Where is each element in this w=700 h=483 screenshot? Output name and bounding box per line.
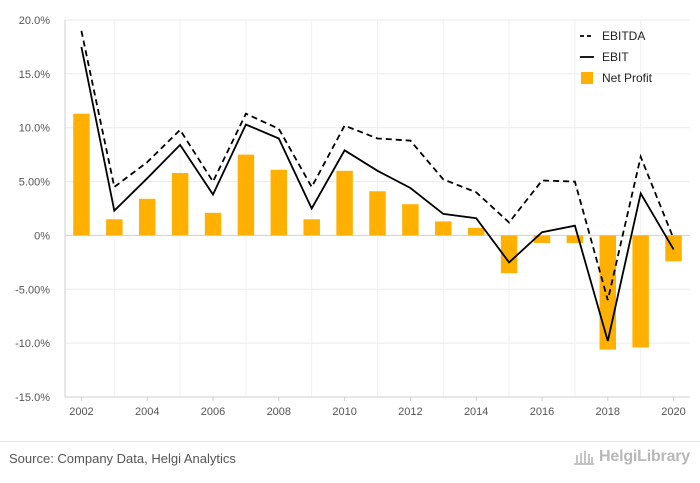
y-tick-label: -15.0% xyxy=(15,392,50,404)
net-profit-bar xyxy=(139,198,156,236)
x-tick-label: 2008 xyxy=(267,406,291,418)
y-tick-label: 20.0% xyxy=(19,15,50,27)
net-profit-bar xyxy=(270,169,288,236)
net-profit-bar xyxy=(533,235,551,243)
x-tick-label: 2020 xyxy=(661,406,685,418)
y-axis-tick-labels: 20.0% 15.0% 10.0% 5.00% 0% -5.00% -10.0% -15.0% xyxy=(15,15,50,404)
y-tick-label: 15.0% xyxy=(19,69,50,81)
brand-name: HelgiLibrary xyxy=(599,448,690,465)
net-profit-bar xyxy=(402,204,419,236)
net-profit-bar xyxy=(435,221,452,236)
net-profit-bars xyxy=(73,113,682,350)
y-tick-label: -5.00% xyxy=(15,284,50,296)
ebit-line xyxy=(80,46,675,342)
x-axis-tick-labels: 2002 2004 2006 2008 2010 2012 2014 2016 2018 2020 xyxy=(69,397,686,418)
x-tick-label: 2018 xyxy=(596,406,620,418)
legend-swatch-net-profit xyxy=(581,72,593,84)
legend-label-ebitda: EBITDA xyxy=(602,29,645,43)
y-tick-label: -10.0% xyxy=(15,338,50,350)
net-profit-bar xyxy=(106,219,123,236)
x-tick-label: 2010 xyxy=(332,406,356,418)
x-tick-label: 2012 xyxy=(398,406,422,418)
net-profit-bar xyxy=(500,235,518,274)
x-tick-label: 2002 xyxy=(69,406,93,418)
net-profit-bar xyxy=(303,219,320,236)
y-tick-label: 5.00% xyxy=(19,177,50,189)
net-profit-bar xyxy=(566,235,584,243)
legend-label-ebit: EBIT xyxy=(602,50,629,64)
net-profit-bar xyxy=(73,113,90,236)
chart-canvas: 20.0% 15.0% 10.0% 5.00% 0% -5.00% -10.0% -15.0%… xyxy=(15,15,690,418)
legend: EBITDA EBIT Net Profit xyxy=(580,29,653,85)
x-tick-label: 2006 xyxy=(201,406,225,418)
net-profit-bar xyxy=(599,235,616,350)
legend-label-net-profit: Net Profit xyxy=(602,71,653,85)
net-profit-bar xyxy=(467,227,485,236)
net-profit-bar xyxy=(237,154,255,236)
net-profit-bar xyxy=(336,170,353,236)
footer-divider xyxy=(0,441,700,442)
library-building-icon xyxy=(574,451,595,465)
x-tick-label: 2014 xyxy=(464,406,488,418)
net-profit-bar xyxy=(632,235,649,348)
y-tick-label: 10.0% xyxy=(19,123,50,135)
y-tick-label: 0% xyxy=(34,230,50,242)
net-profit-bar xyxy=(369,191,386,236)
x-tick-label: 2016 xyxy=(530,406,554,418)
line-series xyxy=(80,30,675,342)
ebitda-line xyxy=(80,30,675,301)
brand-logo: HelgiLibrary xyxy=(573,448,690,466)
net-profit-bar xyxy=(171,172,189,236)
source-note: Source: Company Data, Helgi Analytics xyxy=(9,451,236,466)
x-tick-label: 2004 xyxy=(135,406,159,418)
net-profit-bar xyxy=(204,212,222,236)
